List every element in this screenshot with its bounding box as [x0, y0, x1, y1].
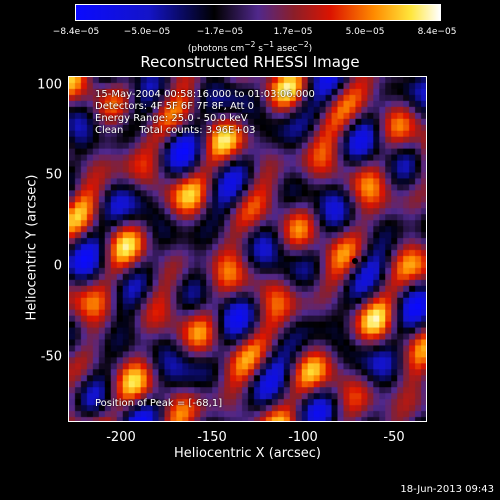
colorbar-units: (photons cm−2 s−1 asec−2) [187, 40, 313, 54]
annotation-detectors: Detectors: 4F 5F 6F 7F 8F, Att 0 [95, 101, 255, 112]
colorbar [75, 4, 441, 21]
timestamp: 18-Jun-2013 09:43 [400, 484, 494, 495]
colorbar-tick-label: −5.0e−05 [123, 27, 171, 37]
annotation-energy-range: Energy Range: 25.0 - 50.0 keV [95, 113, 248, 124]
colorbar-tick-label: 5.0e−05 [345, 27, 385, 37]
chart-title: Reconstructed RHESSI Image [140, 53, 360, 71]
x-tick-label: -200 [106, 430, 136, 445]
plot-area: 15-May-2004 00:58:16.000 to 01:03:06.000… [68, 76, 427, 422]
colorbar-tick-label: −8.4e−05 [52, 27, 100, 37]
x-tick-label: -50 [383, 430, 405, 445]
x-axis-label: Heliocentric X (arcsec) [174, 446, 321, 461]
peak-marker [352, 257, 359, 264]
y-tick-label: 50 [45, 167, 62, 183]
heatmap-image [69, 77, 426, 421]
y-tick-label: 0 [53, 258, 62, 274]
y-tick-label: 100 [37, 77, 62, 93]
colorbar-tick-label: 1.7e−05 [273, 27, 313, 37]
colorbar-tick-label: −1.7e−05 [196, 27, 244, 37]
annotation-peak-position: Position of Peak = [-68,1] [95, 398, 223, 409]
annotation-clean-counts: Clean Total counts: 3.96E+03 [95, 125, 256, 136]
y-axis-label: Heliocentric Y (arcsec) [24, 174, 40, 321]
x-tick-label: -150 [197, 430, 227, 445]
annotation-time-range: 15-May-2004 00:58:16.000 to 01:03:06.000 [95, 89, 315, 100]
colorbar-tick-label: 8.4e−05 [417, 27, 457, 37]
x-tick-label: -100 [288, 430, 318, 445]
y-tick-label: -50 [40, 349, 62, 365]
